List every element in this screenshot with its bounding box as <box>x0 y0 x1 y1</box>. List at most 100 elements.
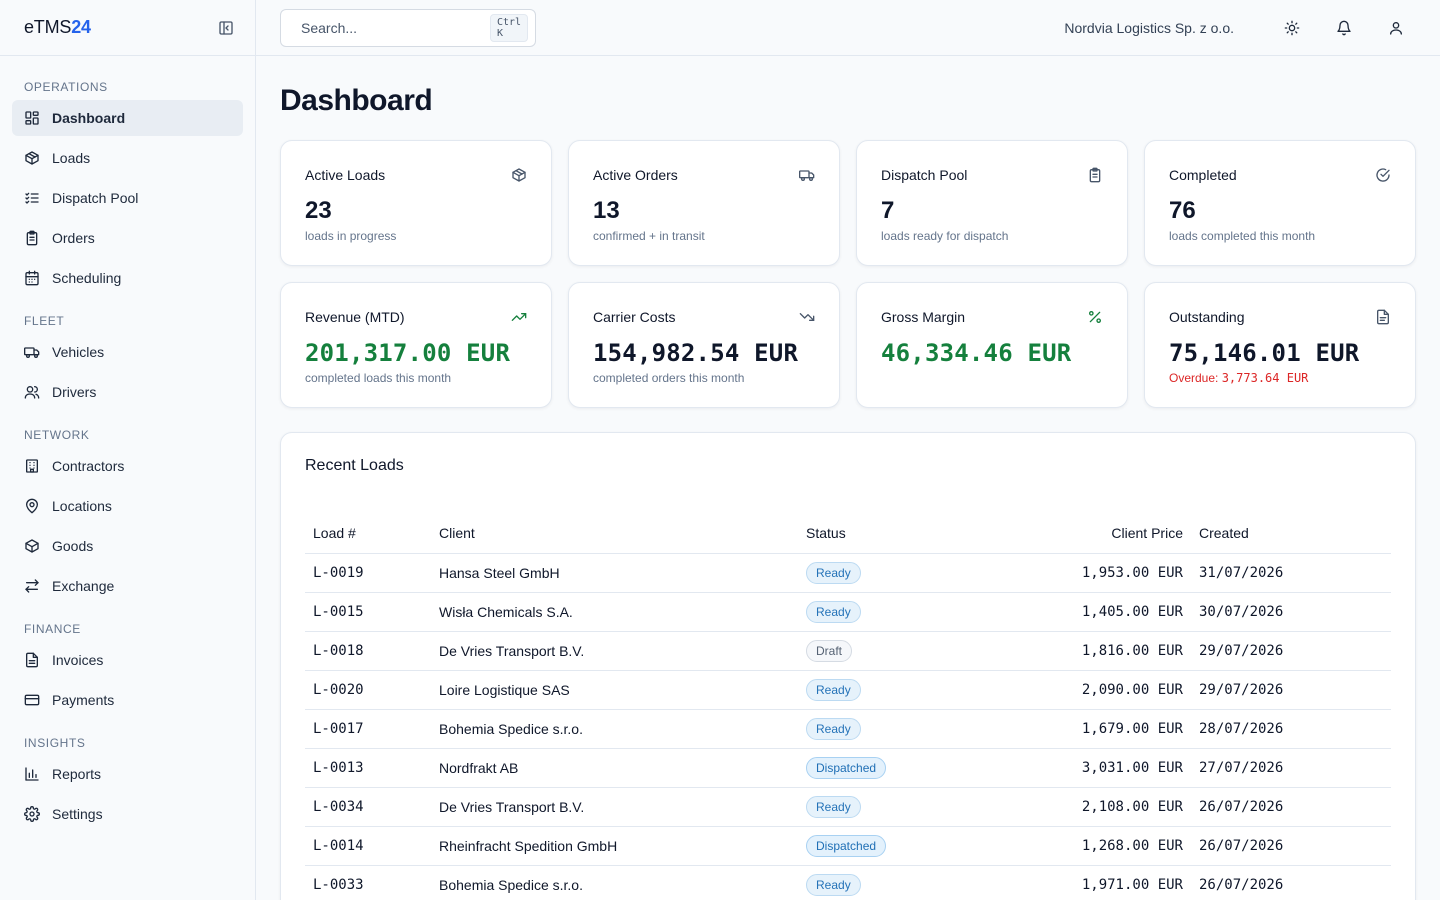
load-number[interactable]: L-0015 <box>305 592 431 632</box>
table-row[interactable]: L-0019 Hansa Steel GmbH Ready 1,953.00 E… <box>305 553 1391 593</box>
client-price: 3,031.00 EUR <box>1008 748 1191 788</box>
stat-card-completed: Completed 76 loads completed this month <box>1144 140 1416 266</box>
nav-section-fleet: FLEET Vehicles Drivers <box>12 302 243 410</box>
sidebar-item-invoices[interactable]: Invoices <box>12 642 243 678</box>
sidebar-item-drivers[interactable]: Drivers <box>12 374 243 410</box>
sidebar-item-goods[interactable]: Goods <box>12 528 243 564</box>
trending-down-icon <box>799 313 815 321</box>
status-badge: Dispatched <box>806 756 887 779</box>
trending-up-icon <box>511 313 527 321</box>
status-cell: Dispatched <box>798 748 1008 788</box>
sidebar-item-settings[interactable]: Settings <box>12 796 243 832</box>
table-row[interactable]: L-0033 Bohemia Spedice s.r.o. Ready 1,97… <box>305 865 1391 900</box>
nav-section-finance: FINANCE Invoices Payments <box>12 610 243 718</box>
search-box[interactable]: Ctrl K <box>280 8 536 47</box>
sidebar-item-contractors[interactable]: Contractors <box>12 448 243 484</box>
sidebar-item-reports[interactable]: Reports <box>12 756 243 792</box>
sidebar-collapse-button[interactable] <box>217 19 235 37</box>
nav-section-title: NETWORK <box>24 428 90 442</box>
client-name: Loire Logistique SAS <box>431 670 798 710</box>
load-number[interactable]: L-0014 <box>305 826 431 866</box>
column-load[interactable]: Load # <box>305 513 431 554</box>
column-client-price[interactable]: Client Price <box>1008 513 1191 554</box>
recent-loads-title: Recent Loads <box>305 457 404 474</box>
nav-section-operations: OPERATIONS Dashboard Loads Dispatch Pool Ord… <box>12 68 243 296</box>
status-cell: Ready <box>798 787 1008 827</box>
status-badge: Ready <box>806 561 861 584</box>
table-row[interactable]: L-0034 De Vries Transport B.V. Ready 2,1… <box>305 787 1391 827</box>
load-number[interactable]: L-0018 <box>305 631 431 671</box>
bell-icon <box>1337 20 1351 35</box>
percent-icon <box>1089 311 1101 323</box>
load-number[interactable]: L-0019 <box>305 553 431 593</box>
sidebar-item-payments[interactable]: Payments <box>12 682 243 718</box>
column-created[interactable]: Created <box>1191 513 1391 554</box>
table-row[interactable]: L-0018 De Vries Transport B.V. Draft 1,8… <box>305 631 1391 671</box>
theme-toggle-button[interactable] <box>1272 8 1312 48</box>
card-value: 201,317.00 EUR <box>305 339 511 367</box>
user-menu-button[interactable] <box>1376 8 1416 48</box>
status-badge: Ready <box>806 600 861 623</box>
sidebar-item-dispatch-pool[interactable]: Dispatch Pool <box>12 180 243 216</box>
sidebar-item-orders[interactable]: Orders <box>12 220 243 256</box>
recent-loads-table: Load # Client Status Client Price Create… <box>305 513 1391 900</box>
sidebar-item-label: Settings <box>52 806 103 822</box>
brand-logo[interactable]: eTMS24 <box>24 17 91 38</box>
page-title: Dashboard <box>280 84 433 117</box>
sidebar-item-label: Loads <box>52 150 91 166</box>
overdue-label: Overdue: <box>1169 371 1222 385</box>
table-row[interactable]: L-0013 Nordfrakt AB Dispatched 3,031.00 … <box>305 748 1391 788</box>
status-badge: Ready <box>806 873 861 896</box>
card-value: 75,146.01 EUR <box>1169 339 1360 367</box>
brand-accent: 24 <box>71 17 91 37</box>
brand-bar: eTMS24 <box>0 0 255 56</box>
sun-icon <box>1284 20 1300 35</box>
sidebar-item-dashboard[interactable]: Dashboard <box>12 100 243 136</box>
table-row[interactable]: L-0015 Wisła Chemicals S.A. Ready 1,405.… <box>305 592 1391 632</box>
calendar-icon <box>25 270 39 286</box>
sidebar-item-label: Dispatch Pool <box>52 190 139 206</box>
building-icon <box>26 459 38 473</box>
sidebar-item-loads[interactable]: Loads <box>12 140 243 176</box>
box-icon <box>25 539 39 553</box>
table-row[interactable]: L-0014 Rheinfracht Spedition GmbH Dispat… <box>305 826 1391 866</box>
column-status[interactable]: Status <box>798 513 1008 554</box>
load-number[interactable]: L-0013 <box>305 748 431 788</box>
load-number[interactable]: L-0020 <box>305 670 431 710</box>
status-badge: Ready <box>806 717 861 740</box>
card-title: Outstanding <box>1169 309 1245 325</box>
nav-section-title: INSIGHTS <box>24 736 86 750</box>
card-value: 7 <box>881 197 895 224</box>
client-name: Bohemia Spedice s.r.o. <box>431 865 798 900</box>
finance-card-outstanding: Outstanding 75,146.01 EUR Overdue: 3,773… <box>1144 282 1416 408</box>
finance-card-carrier-costs: Carrier Costs 154,982.54 EUR completed o… <box>568 282 840 408</box>
client-price: 1,816.00 EUR <box>1008 631 1191 671</box>
stat-card-active-orders: Active Orders 13 confirmed + in transit <box>568 140 840 266</box>
stat-cards: Active Loads 23 loads in progress Active… <box>280 140 1416 266</box>
truck-icon <box>799 170 815 181</box>
table-row[interactable]: L-0020 Loire Logistique SAS Ready 2,090.… <box>305 670 1391 710</box>
map-pin-icon <box>26 498 38 514</box>
sidebar-item-label: Invoices <box>52 652 104 668</box>
created-date: 29/07/2026 <box>1191 631 1391 671</box>
sidebar-item-label: Drivers <box>52 384 97 400</box>
load-number[interactable]: L-0033 <box>305 865 431 900</box>
client-name: De Vries Transport B.V. <box>431 787 798 827</box>
notifications-button[interactable] <box>1324 8 1364 48</box>
table-row[interactable]: L-0017 Bohemia Spedice s.r.o. Ready 1,67… <box>305 709 1391 749</box>
sidebar-item-scheduling[interactable]: Scheduling <box>12 260 243 296</box>
load-number[interactable]: L-0034 <box>305 787 431 827</box>
top-bar: Ctrl K Nordvia Logistics Sp. z o.o. <box>256 0 1440 56</box>
created-date: 27/07/2026 <box>1191 748 1391 788</box>
sidebar-item-vehicles[interactable]: Vehicles <box>12 334 243 370</box>
sidebar: eTMS24 OPERATIONS Dashboard Loads Dispatch … <box>0 0 256 900</box>
load-number[interactable]: L-0017 <box>305 709 431 749</box>
sidebar-item-exchange[interactable]: Exchange <box>12 568 243 604</box>
search-input[interactable] <box>301 19 482 36</box>
table-header-row: Load # Client Status Client Price Create… <box>305 513 1391 554</box>
finance-card-revenue-mtd: Revenue (MTD) 201,317.00 EUR completed l… <box>280 282 552 408</box>
card-subtitle: loads completed this month <box>1169 229 1316 243</box>
card-title: Active Orders <box>593 167 678 183</box>
sidebar-item-locations[interactable]: Locations <box>12 488 243 524</box>
column-client[interactable]: Client <box>431 513 798 554</box>
